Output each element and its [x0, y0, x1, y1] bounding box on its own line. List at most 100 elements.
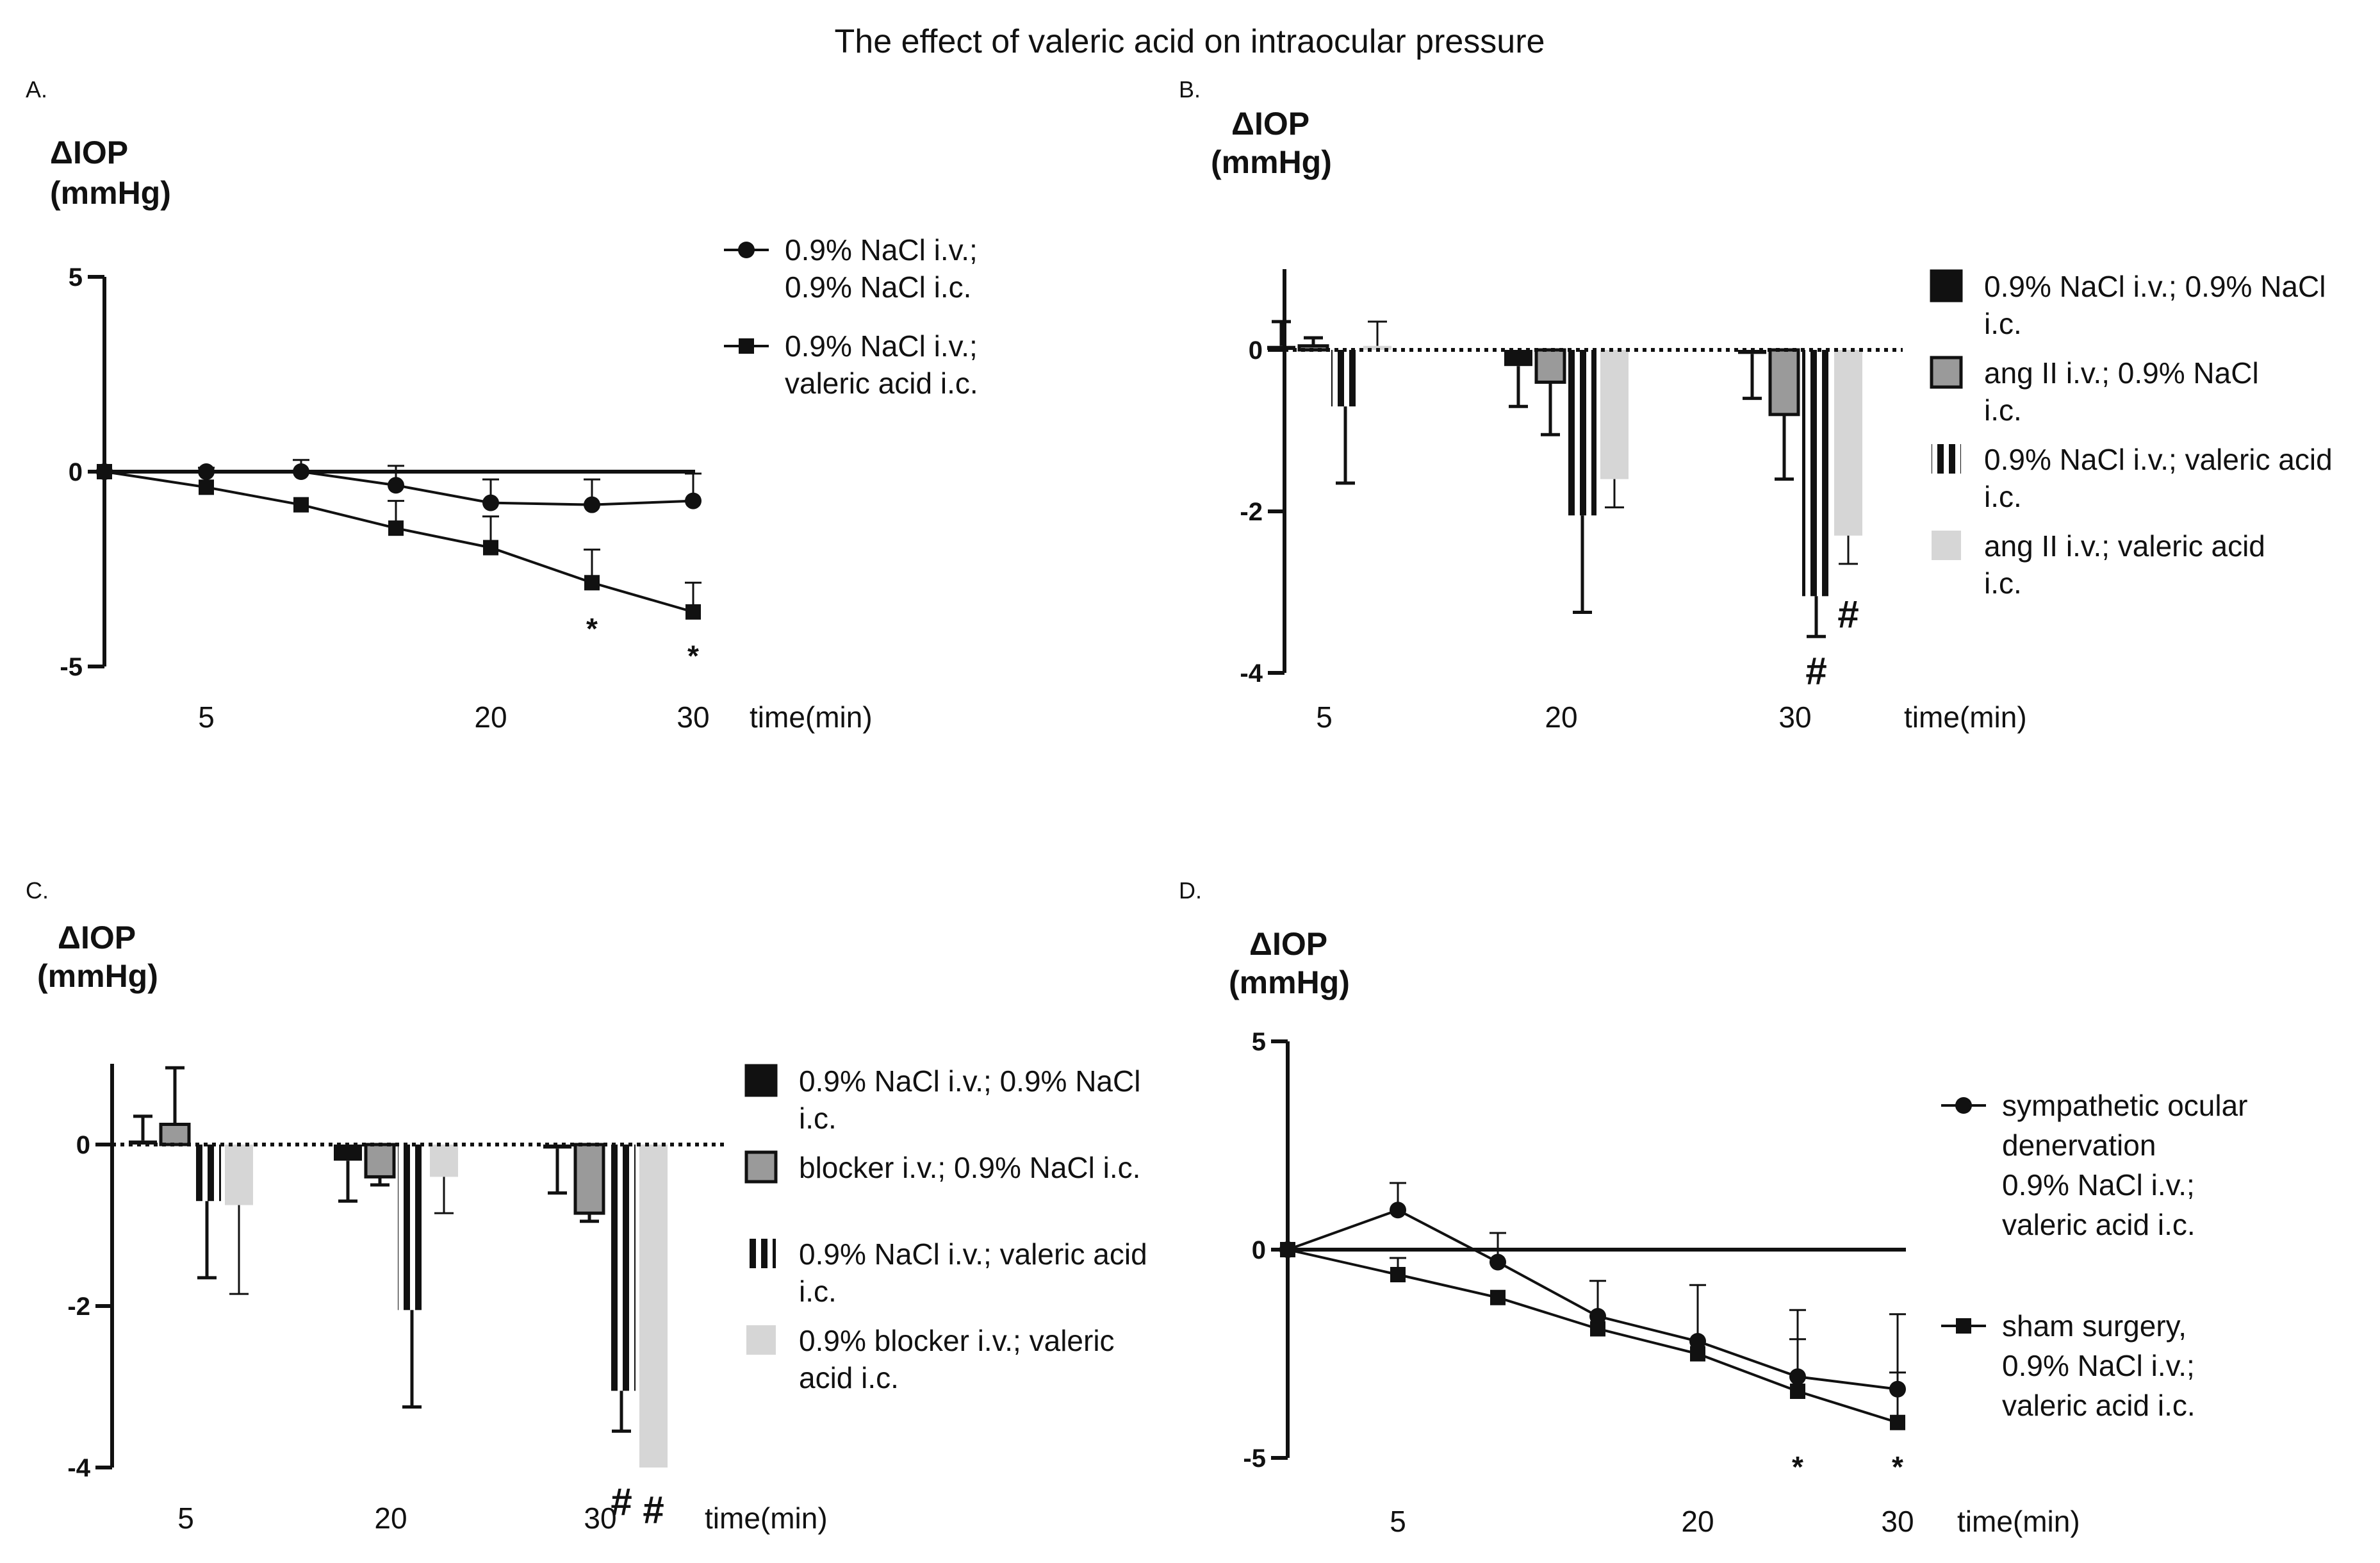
- legend-label: 0.9% NaCl i.v.;: [785, 329, 978, 363]
- y-axis-label: ΔIOP: [50, 135, 128, 170]
- data-point: [1790, 1384, 1805, 1399]
- legend-label: i.c.: [799, 1275, 837, 1308]
- data-point: [685, 604, 701, 620]
- legend-label: i.c.: [1984, 307, 2022, 340]
- y-tick-label: 0: [69, 458, 83, 486]
- data-point: [685, 492, 702, 509]
- data-point: [482, 494, 499, 511]
- legend-label: i.c.: [1984, 393, 2022, 427]
- legend-swatch: [1932, 531, 1961, 560]
- y-tick-label: -4: [1240, 659, 1263, 688]
- data-point: [584, 575, 600, 591]
- data-point: [293, 497, 309, 513]
- bar: [1768, 348, 1800, 417]
- legend-label: 0.9% NaCl i.v.;: [2002, 1168, 2195, 1202]
- bar: [1534, 348, 1566, 384]
- x-axis-label: time(min): [1957, 1505, 2080, 1538]
- data-point: [584, 496, 600, 513]
- bar: [1802, 350, 1830, 597]
- data-point: [1490, 1289, 1506, 1305]
- bar: [1834, 350, 1862, 536]
- data-point: [1490, 1253, 1506, 1271]
- x-axis-label: time(min): [1904, 700, 2027, 734]
- legend-label: valeric acid i.c.: [785, 367, 978, 400]
- data-point: [1590, 1321, 1605, 1337]
- bar: [1738, 350, 1766, 354]
- y-tick-label: 0: [1252, 1236, 1266, 1264]
- panel-label: B.: [1179, 76, 1201, 103]
- legend-label: sham surgery,: [2002, 1309, 2187, 1343]
- panel-label: D.: [1179, 877, 1202, 904]
- bar: [1363, 345, 1391, 350]
- legend-marker: [1955, 1097, 1972, 1114]
- data-point: [1280, 1242, 1295, 1257]
- x-tick-label: 5: [198, 700, 215, 734]
- significance-marker: *: [586, 612, 598, 645]
- data-point: [1390, 1202, 1406, 1219]
- x-axis-label: time(min): [750, 700, 873, 734]
- significance-marker: #: [643, 1489, 664, 1532]
- y-tick-label: -5: [1243, 1444, 1266, 1473]
- legend-marker: [739, 338, 754, 354]
- y-axis-label: ΔIOP: [1249, 926, 1327, 962]
- bar: [1568, 350, 1596, 516]
- data-point: [97, 464, 112, 479]
- bar: [573, 1143, 605, 1215]
- bar: [639, 1145, 668, 1468]
- bar: [607, 1145, 636, 1391]
- data-point: [483, 540, 498, 556]
- x-tick-label: 30: [584, 1501, 616, 1535]
- significance-marker: #: [1805, 649, 1826, 692]
- legend-swatch: [744, 1064, 778, 1097]
- legend-label: 0.9% NaCl i.v.; valeric acid: [799, 1237, 1147, 1271]
- x-tick-label: 20: [1545, 700, 1577, 734]
- data-point: [388, 520, 404, 536]
- data-point: [1689, 1333, 1706, 1350]
- significance-marker: *: [1892, 1450, 1903, 1484]
- x-tick-label: 30: [1778, 700, 1811, 734]
- bar: [129, 1140, 157, 1145]
- x-tick-label: 30: [677, 700, 709, 734]
- data-point: [199, 479, 214, 495]
- data-point: [198, 463, 215, 480]
- y-axis-label-unit: (mmHg): [50, 175, 171, 211]
- y-tick-label: 0: [76, 1131, 90, 1159]
- bar: [1504, 350, 1532, 367]
- legend-label: 0.9% NaCl i.v.; 0.9% NaCl: [1984, 270, 2326, 303]
- y-axis-label-unit: (mmHg): [1229, 964, 1350, 1000]
- legend-label: i.c.: [1984, 480, 2022, 513]
- legend-label: 0.9% NaCl i.v.;: [785, 233, 978, 267]
- bar: [193, 1145, 221, 1202]
- legend-label: acid i.c.: [799, 1361, 899, 1394]
- data-point: [388, 477, 404, 494]
- data-point: [1690, 1346, 1705, 1362]
- legend-marker: [1956, 1318, 1971, 1334]
- x-tick-label: 20: [474, 700, 507, 734]
- bar: [543, 1145, 571, 1149]
- legend-label: denervation: [2002, 1129, 2156, 1162]
- y-tick-label: -2: [67, 1293, 90, 1321]
- legend-label: 0.9% NaCl i.c.: [785, 270, 971, 304]
- x-tick-label: 20: [1681, 1505, 1714, 1538]
- data-point: [1589, 1308, 1606, 1325]
- y-axis-label: ΔIOP: [58, 920, 136, 955]
- data-point: [1390, 1267, 1406, 1282]
- legend-label: sympathetic ocular: [2002, 1089, 2248, 1122]
- x-axis-label: time(min): [705, 1501, 828, 1535]
- y-axis-label-unit: (mmHg): [1211, 144, 1332, 180]
- x-tick-label: 5: [177, 1501, 194, 1535]
- legend-label: valeric acid i.c.: [2002, 1208, 2195, 1241]
- figure-title: The effect of valeric acid on intraocula…: [835, 23, 1545, 60]
- legend-label: valeric acid i.c.: [2002, 1389, 2195, 1422]
- legend-swatch: [744, 1150, 778, 1184]
- legend-swatch: [1930, 269, 1963, 302]
- legend-swatch: [746, 1239, 776, 1268]
- legend-label: i.c.: [1984, 566, 2022, 600]
- significance-marker: *: [1792, 1450, 1803, 1484]
- legend-swatch: [1932, 444, 1961, 474]
- legend-label: i.c.: [799, 1102, 837, 1135]
- legend-swatch: [1930, 356, 1963, 389]
- y-tick-label: -4: [67, 1454, 90, 1482]
- y-axis-label-unit: (mmHg): [37, 958, 158, 994]
